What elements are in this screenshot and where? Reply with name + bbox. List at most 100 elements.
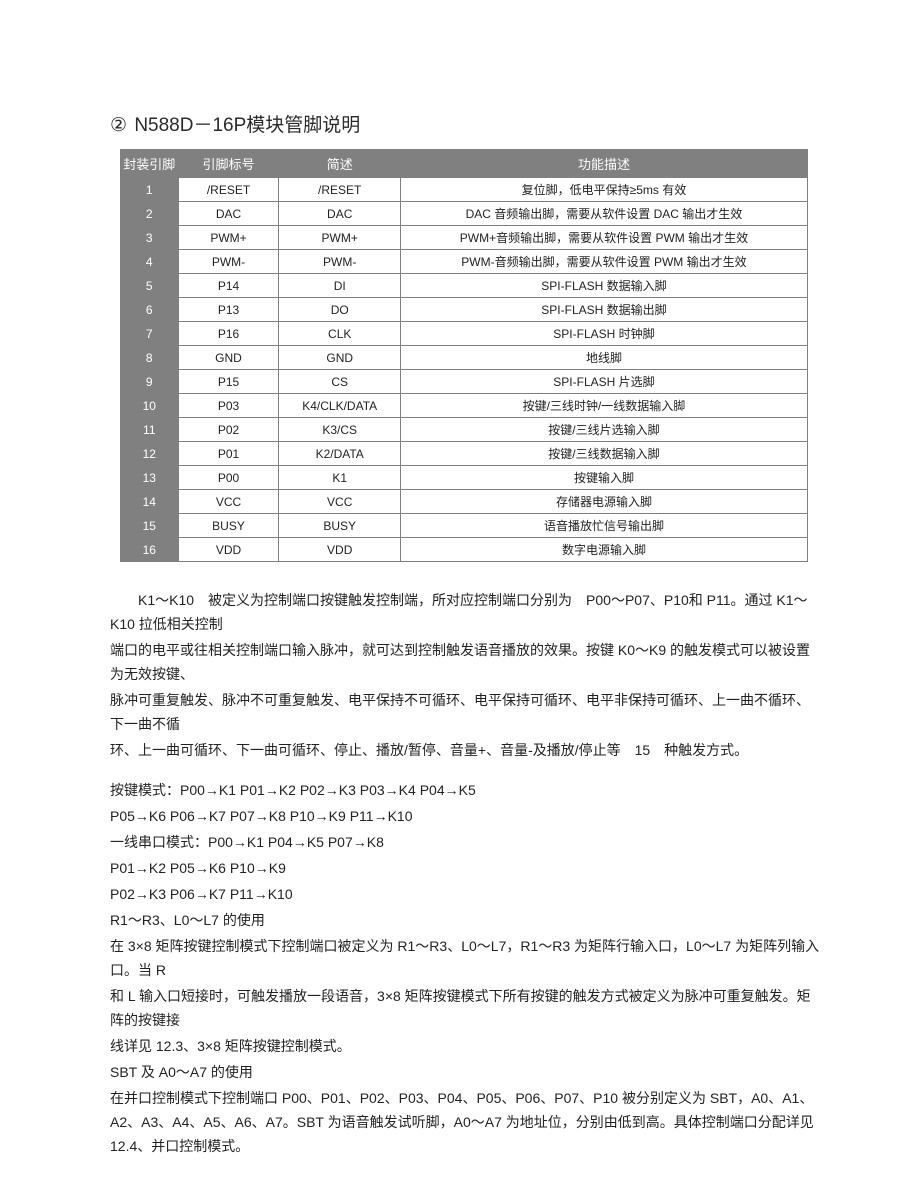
cell-brief: K4/CLK/DATA	[279, 394, 400, 418]
paragraph: P01→K2 P05→K6 P10→K9	[110, 856, 820, 880]
cell-pin: PWM-	[178, 250, 279, 274]
cell-brief: BUSY	[279, 514, 400, 538]
cell-brief: K2/DATA	[279, 442, 400, 466]
cell-pin: P00	[178, 466, 279, 490]
section-title: ② N588D－16P模块管脚说明	[110, 110, 820, 137]
cell-index: 7	[121, 322, 179, 346]
table-header-row: 封装引脚 引脚标号 简述 功能描述	[121, 150, 808, 178]
table-row: 1/RESET/RESET复位脚，低电平保持≥5ms 有效	[121, 178, 808, 202]
cell-desc: 按键/三线片选输入脚	[400, 418, 807, 442]
description-body: K1～K10 被定义为控制端口按键触发控制端，所对应控制端口分别为 P00～P0…	[110, 588, 820, 1158]
paragraph: 在并口控制模式下控制端口 P00、P01、P02、P03、P04、P05、P06…	[110, 1086, 820, 1158]
cell-desc: SPI-FLASH 时钟脚	[400, 322, 807, 346]
cell-brief: K1	[279, 466, 400, 490]
cell-desc: SPI-FLASH 片选脚	[400, 370, 807, 394]
cell-index: 3	[121, 226, 179, 250]
table-row: 5P14DISPI-FLASH 数据输入脚	[121, 274, 808, 298]
paragraph: 线详见 12.3、3×8 矩阵按键控制模式。	[110, 1034, 820, 1058]
paragraph: 一线串口模式：P00→K1 P04→K5 P07→K8	[110, 830, 820, 854]
cell-pin: BUSY	[178, 514, 279, 538]
cell-index: 5	[121, 274, 179, 298]
cell-desc: SPI-FLASH 数据输入脚	[400, 274, 807, 298]
cell-desc: 复位脚，低电平保持≥5ms 有效	[400, 178, 807, 202]
cell-desc: 按键/三线数据输入脚	[400, 442, 807, 466]
cell-pin: P16	[178, 322, 279, 346]
section-number-icon: ②	[110, 114, 127, 137]
cell-brief: VCC	[279, 490, 400, 514]
cell-brief: /RESET	[279, 178, 400, 202]
cell-pin: VDD	[178, 538, 279, 562]
table-row: 10P03K4/CLK/DATA按键/三线时钟/一线数据输入脚	[121, 394, 808, 418]
cell-index: 10	[121, 394, 179, 418]
cell-brief: VDD	[279, 538, 400, 562]
paragraph: SBT 及 A0～A7 的使用	[110, 1060, 820, 1084]
table-row: 14VCCVCC存储器电源输入脚	[121, 490, 808, 514]
cell-desc: 按键/三线时钟/一线数据输入脚	[400, 394, 807, 418]
paragraph: 按键模式：P00→K1 P01→K2 P02→K3 P03→K4 P04→K5	[110, 778, 820, 802]
cell-index: 8	[121, 346, 179, 370]
cell-brief: CLK	[279, 322, 400, 346]
section-title-text: N588D－16P模块管脚说明	[129, 115, 360, 136]
cell-pin: VCC	[178, 490, 279, 514]
cell-desc: 语音播放忙信号输出脚	[400, 514, 807, 538]
table-row: 15BUSYBUSY语音播放忙信号输出脚	[121, 514, 808, 538]
table-row: 9P15CSSPI-FLASH 片选脚	[121, 370, 808, 394]
cell-brief: PWM-	[279, 250, 400, 274]
cell-brief: DI	[279, 274, 400, 298]
cell-desc: PWM+音频输出脚，需要从软件设置 PWM 输出才生效	[400, 226, 807, 250]
th-package-pin: 封装引脚	[121, 150, 179, 178]
table-row: 11P02K3/CS按键/三线片选输入脚	[121, 418, 808, 442]
paragraph: 环、上一曲可循环、下一曲可循环、停止、播放/暂停、音量+、音量-及播放/停止等 …	[110, 738, 820, 762]
cell-pin: DAC	[178, 202, 279, 226]
cell-index: 2	[121, 202, 179, 226]
th-desc: 功能描述	[400, 150, 807, 178]
table-row: 4PWM-PWM-PWM-音频输出脚，需要从软件设置 PWM 输出才生效	[121, 250, 808, 274]
cell-desc: 数字电源输入脚	[400, 538, 807, 562]
paragraph: P02→K3 P06→K7 P11→K10	[110, 882, 820, 906]
cell-brief: CS	[279, 370, 400, 394]
paragraph: 在 3×8 矩阵按键控制模式下控制端口被定义为 R1～R3、L0～L7，R1～R…	[110, 934, 820, 982]
paragraph: P05→K6 P06→K7 P07→K8 P10→K9 P11→K10	[110, 804, 820, 828]
cell-index: 9	[121, 370, 179, 394]
cell-desc: 按键输入脚	[400, 466, 807, 490]
cell-pin: PWM+	[178, 226, 279, 250]
cell-index: 16	[121, 538, 179, 562]
pin-table: 封装引脚 引脚标号 简述 功能描述 1/RESET/RESET复位脚，低电平保持…	[120, 149, 808, 562]
table-row: 6P13DOSPI-FLASH 数据输出脚	[121, 298, 808, 322]
paragraph: R1～R3、L0～L7 的使用	[110, 908, 820, 932]
cell-index: 13	[121, 466, 179, 490]
paragraph: 脉冲可重复触发、脉冲不可重复触发、电平保持不可循环、电平保持可循环、电平非保持可…	[110, 688, 820, 736]
cell-pin: P03	[178, 394, 279, 418]
cell-index: 14	[121, 490, 179, 514]
cell-desc: 地线脚	[400, 346, 807, 370]
cell-index: 4	[121, 250, 179, 274]
cell-pin: P14	[178, 274, 279, 298]
cell-desc: DAC 音频输出脚，需要从软件设置 DAC 输出才生效	[400, 202, 807, 226]
table-row: 13P00K1按键输入脚	[121, 466, 808, 490]
table-row: 12P01K2/DATA按键/三线数据输入脚	[121, 442, 808, 466]
th-brief: 简述	[279, 150, 400, 178]
cell-desc: 存储器电源输入脚	[400, 490, 807, 514]
table-row: 7P16CLKSPI-FLASH 时钟脚	[121, 322, 808, 346]
cell-brief: DAC	[279, 202, 400, 226]
cell-brief: K3/CS	[279, 418, 400, 442]
cell-pin: GND	[178, 346, 279, 370]
paragraph: K1～K10 被定义为控制端口按键触发控制端，所对应控制端口分别为 P00～P0…	[110, 588, 820, 636]
cell-brief: PWM+	[279, 226, 400, 250]
cell-index: 1	[121, 178, 179, 202]
cell-pin: P02	[178, 418, 279, 442]
cell-index: 6	[121, 298, 179, 322]
cell-brief: GND	[279, 346, 400, 370]
th-pin-label: 引脚标号	[178, 150, 279, 178]
table-row: 2DACDACDAC 音频输出脚，需要从软件设置 DAC 输出才生效	[121, 202, 808, 226]
cell-desc: SPI-FLASH 数据输出脚	[400, 298, 807, 322]
cell-desc: PWM-音频输出脚，需要从软件设置 PWM 输出才生效	[400, 250, 807, 274]
table-row: 16VDDVDD数字电源输入脚	[121, 538, 808, 562]
paragraph: 端口的电平或往相关控制端口输入脉冲，就可达到控制触发语音播放的效果。按键 K0～…	[110, 638, 820, 686]
cell-pin: P01	[178, 442, 279, 466]
paragraph: 和 L 输入口短接时，可触发播放一段语音，3×8 矩阵按键模式下所有按键的触发方…	[110, 984, 820, 1032]
cell-index: 11	[121, 418, 179, 442]
cell-index: 15	[121, 514, 179, 538]
cell-index: 12	[121, 442, 179, 466]
cell-pin: /RESET	[178, 178, 279, 202]
